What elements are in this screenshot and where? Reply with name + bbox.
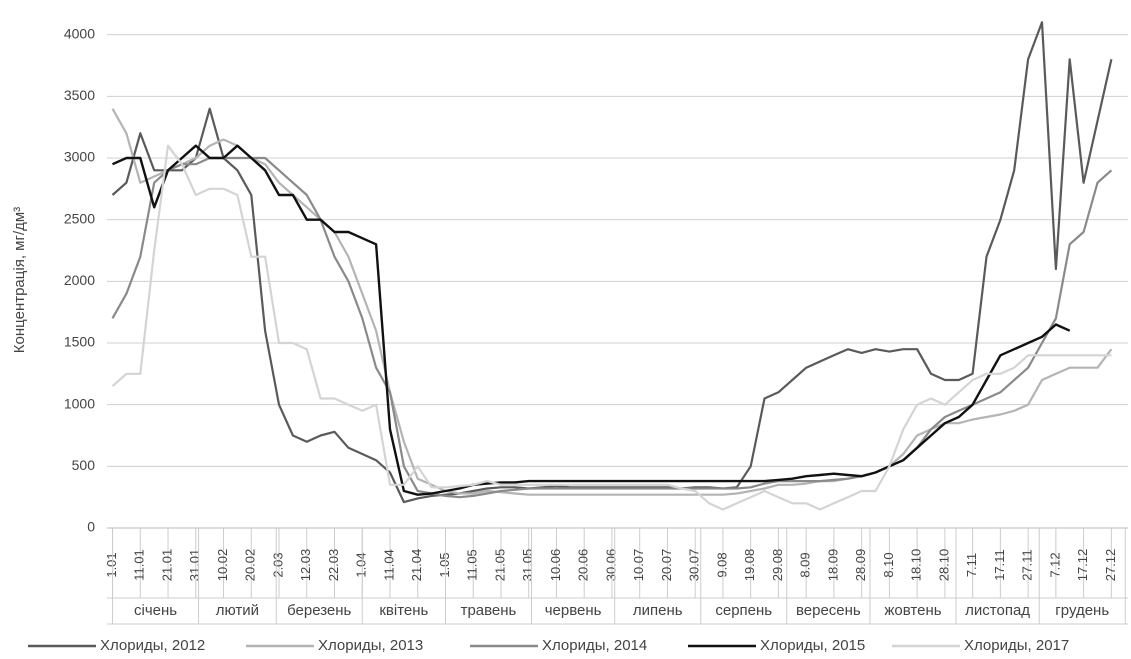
x-tick-label: 9.08 — [714, 552, 729, 577]
month-label: січень — [134, 602, 177, 619]
x-tick-label: 29.08 — [770, 549, 785, 582]
x-tick-label: 1.04 — [354, 552, 369, 577]
month-label: липень — [633, 602, 683, 619]
x-tick-label: 12.03 — [298, 549, 313, 582]
x-tick-label: 11.01 — [132, 549, 147, 581]
x-tick-label: 1.05 — [437, 552, 452, 577]
y-tick-label: 2000 — [64, 272, 95, 288]
x-tick-label: 22.03 — [326, 549, 341, 582]
x-tick-label: 8.10 — [881, 552, 896, 577]
y-tick-label: 500 — [72, 457, 96, 473]
x-tick-label: 21.05 — [492, 549, 507, 582]
series-line — [112, 144, 1071, 496]
x-tick-label: 27.12 — [1103, 549, 1118, 582]
x-tick-label: 18.10 — [909, 549, 924, 582]
legend-label: Хлориды, 2013 — [318, 637, 423, 654]
series-line — [111, 21, 1113, 504]
y-tick-label: 0 — [87, 519, 95, 535]
y-tick-label: 1500 — [64, 334, 95, 350]
y-axis-label: Концентрація, мг/дм³ — [11, 207, 28, 353]
x-tick-label: 7.12 — [1047, 552, 1062, 577]
x-tick-label: 11.05 — [465, 549, 480, 581]
month-label: вересень — [796, 602, 861, 619]
x-tick-label: 21.01 — [159, 549, 174, 582]
y-tick-label: 2500 — [64, 210, 95, 226]
x-tick-label: 10.02 — [215, 549, 230, 582]
x-tick-label: 20.06 — [576, 549, 591, 582]
legend-label: Хлориды, 2015 — [760, 637, 865, 654]
legend-label: Хлориды, 2014 — [542, 637, 647, 654]
month-label: жовтень — [884, 602, 941, 619]
month-label: березень — [287, 602, 351, 619]
month-label: листопад — [965, 602, 1030, 619]
x-tick-label: 21.04 — [409, 549, 424, 582]
legend-label: Хлориды, 2012 — [100, 637, 205, 654]
x-tick-label: 11.04 — [381, 549, 396, 581]
x-tick-label: 10.06 — [548, 549, 563, 582]
x-tick-label: 10.07 — [631, 549, 646, 582]
month-label: лютий — [216, 602, 259, 619]
x-tick-label: 28.10 — [936, 549, 951, 582]
x-tick-label: 20.07 — [659, 549, 674, 582]
month-label: травень — [461, 602, 517, 619]
x-tick-label: 8.09 — [798, 552, 813, 577]
x-tick-label: 2.03 — [270, 552, 285, 577]
x-tick-label: 27.11 — [1020, 549, 1035, 581]
month-label: серпень — [715, 602, 772, 619]
x-tick-label: 1.01 — [104, 552, 119, 577]
x-tick-label: 18.09 — [825, 549, 840, 582]
x-tick-label: 28.09 — [853, 549, 868, 582]
month-label: червень — [545, 602, 602, 619]
x-tick-label: 30.06 — [603, 549, 618, 582]
x-tick-label: 31.01 — [187, 549, 202, 582]
x-tick-label: 7.11 — [964, 553, 979, 577]
x-tick-label: 17.12 — [1075, 549, 1090, 582]
series-line — [111, 144, 1112, 511]
y-tick-label: 4000 — [64, 25, 95, 41]
legend-label: Хлориды, 2017 — [964, 637, 1069, 654]
series-line — [111, 156, 1113, 499]
x-tick-label: 30.07 — [687, 549, 702, 582]
month-label: квітень — [379, 602, 428, 619]
x-tick-label: 19.08 — [742, 549, 757, 582]
y-tick-label: 3500 — [64, 87, 95, 103]
month-label: грудень — [1055, 602, 1109, 619]
x-tick-label: 17.11 — [992, 549, 1007, 581]
x-tick-label: 20.02 — [243, 549, 258, 582]
y-tick-label: 3000 — [64, 149, 95, 165]
y-tick-label: 1000 — [64, 395, 95, 411]
x-tick-label: 31.05 — [520, 549, 535, 582]
